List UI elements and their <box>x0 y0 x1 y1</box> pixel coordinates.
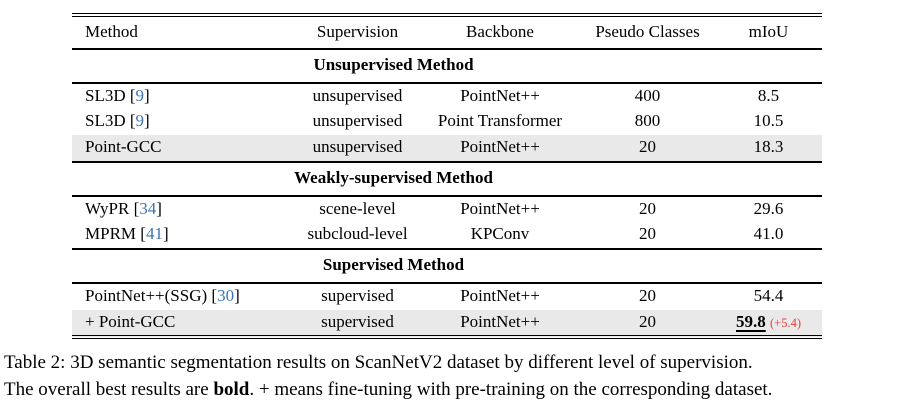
section-header-spacer <box>715 248 822 284</box>
cell-backbone: PointNet++ <box>460 311 540 331</box>
citation-bracket: [ <box>129 198 140 218</box>
method-name: Point-GCC <box>85 137 162 157</box>
cell-backbone: PointNet++ <box>460 285 540 305</box>
cell-miou: 10.5 <box>753 111 784 131</box>
cell-supervision: supervised <box>321 311 394 331</box>
table-row-highlighted: + Point-GCC supervised PointNet++ 20 59.… <box>72 309 822 338</box>
table-row: SL3D [9] unsupervised PointNet++ 400 8.5 <box>72 83 822 110</box>
citation-bracket: [ <box>207 285 218 305</box>
cell-pseudo-classes: 20 <box>639 224 656 244</box>
method-name: MPRM <box>85 224 137 244</box>
section-header-row-weakly-supervised: Weakly-supervised Method <box>72 160 822 197</box>
cell-pseudo-classes: 800 <box>634 111 661 131</box>
cell-miou: 59.8 (+5.4) <box>715 310 822 338</box>
cell-method: SL3D [9] <box>72 109 295 135</box>
cell-miou: 54.4 <box>753 285 784 305</box>
method-name: + Point-GCC <box>85 311 176 331</box>
citation-link[interactable]: 30 <box>217 285 235 305</box>
citation-bracket: ] <box>144 85 150 105</box>
citation-bracket: [ <box>125 85 136 105</box>
cell-backbone: KPConv <box>470 224 530 244</box>
cell-supervision: supervised <box>321 285 394 305</box>
table-row: SL3D [9] unsupervised Point Transformer … <box>72 109 822 135</box>
method-name: SL3D <box>85 111 126 131</box>
table-caption: Table 2: 3D semantic segmentation result… <box>4 350 901 403</box>
cell-miou: 18.3 <box>753 137 784 157</box>
cell-method: WyPR [34] <box>72 196 295 223</box>
citation-link[interactable]: 9 <box>135 111 145 131</box>
cell-backbone: PointNet++ <box>460 85 540 105</box>
section-header-spacer <box>715 160 822 197</box>
citation-link[interactable]: 9 <box>135 85 145 105</box>
cell-supervision: scene-level <box>319 198 396 218</box>
table-row-highlighted: Point-GCC unsupervised PointNet++ 20 18.… <box>72 135 822 162</box>
miou-gain-annotation: (+5.4) <box>770 315 801 330</box>
caption-text: The overall best results are <box>4 378 214 400</box>
cell-miou: 29.6 <box>753 198 784 218</box>
column-header-backbone: Backbone <box>420 15 580 50</box>
cell-supervision: unsupervised <box>312 111 403 131</box>
cell-method: MPRM [41] <box>72 222 295 249</box>
cell-pseudo-classes: 20 <box>639 311 656 331</box>
column-header-method: Method <box>72 15 295 50</box>
section-header-spacer <box>715 48 822 84</box>
table-row: MPRM [41] subcloud-level KPConv 20 41.0 <box>72 222 822 249</box>
method-name: PointNet++(SSG) <box>85 285 208 305</box>
method-name: SL3D <box>85 85 126 105</box>
citation-bracket: ] <box>144 111 150 131</box>
citation-bracket: [ <box>125 111 136 131</box>
citation-bracket: ] <box>234 285 240 305</box>
cell-backbone: PointNet++ <box>460 137 540 157</box>
caption-line-2: The overall best results are bold. + mea… <box>4 377 901 404</box>
caption-bold-word: bold <box>213 378 250 400</box>
method-name: WyPR <box>85 198 130 218</box>
cell-method: SL3D [9] <box>72 83 295 110</box>
section-header-row-unsupervised: Unsupervised Method <box>72 48 822 84</box>
section-title: Unsupervised Method <box>72 48 715 84</box>
cell-miou: 8.5 <box>757 85 780 105</box>
cell-supervision: unsupervised <box>312 137 403 157</box>
cell-pseudo-classes: 20 <box>639 285 656 305</box>
cell-backbone: PointNet++ <box>460 198 540 218</box>
caption-text: . + means fine-tuning with pre-training … <box>249 378 773 400</box>
cell-method: + Point-GCC <box>72 310 295 338</box>
results-table: Method Supervision Backbone Pseudo Class… <box>72 13 822 340</box>
citation-link[interactable]: 34 <box>139 198 157 218</box>
section-header-row-supervised: Supervised Method <box>72 248 822 284</box>
cell-backbone: Point Transformer <box>437 111 563 131</box>
column-header-supervision: Supervision <box>295 15 420 50</box>
table-row: WyPR [34] scene-level PointNet++ 20 29.6 <box>72 196 822 223</box>
cell-pseudo-classes: 20 <box>639 137 656 157</box>
citation-bracket: ] <box>156 198 162 218</box>
section-title: Weakly-supervised Method <box>72 160 715 197</box>
cell-pseudo-classes: 400 <box>634 85 661 105</box>
cell-pseudo-classes: 20 <box>639 198 656 218</box>
header-row: Method Supervision Backbone Pseudo Class… <box>72 15 822 50</box>
cell-method: Point-GCC <box>72 135 295 162</box>
table-row: PointNet++(SSG) [30] supervised PointNet… <box>72 283 822 310</box>
citation-bracket: [ <box>136 224 146 244</box>
cell-supervision: unsupervised <box>312 85 403 105</box>
citation-bracket: ] <box>162 224 169 244</box>
best-miou-value: 59.8 <box>736 311 766 331</box>
cell-supervision: subcloud-level <box>307 224 408 244</box>
caption-line-1: Table 2: 3D semantic segmentation result… <box>4 352 753 374</box>
column-header-pseudo-classes: Pseudo Classes <box>580 15 715 50</box>
cell-method: PointNet++(SSG) [30] <box>72 283 295 310</box>
column-header-miou: mIoU <box>715 15 822 50</box>
citation-link[interactable]: 41 <box>145 224 163 244</box>
section-title: Supervised Method <box>72 248 715 284</box>
cell-miou: 41.0 <box>753 224 784 244</box>
